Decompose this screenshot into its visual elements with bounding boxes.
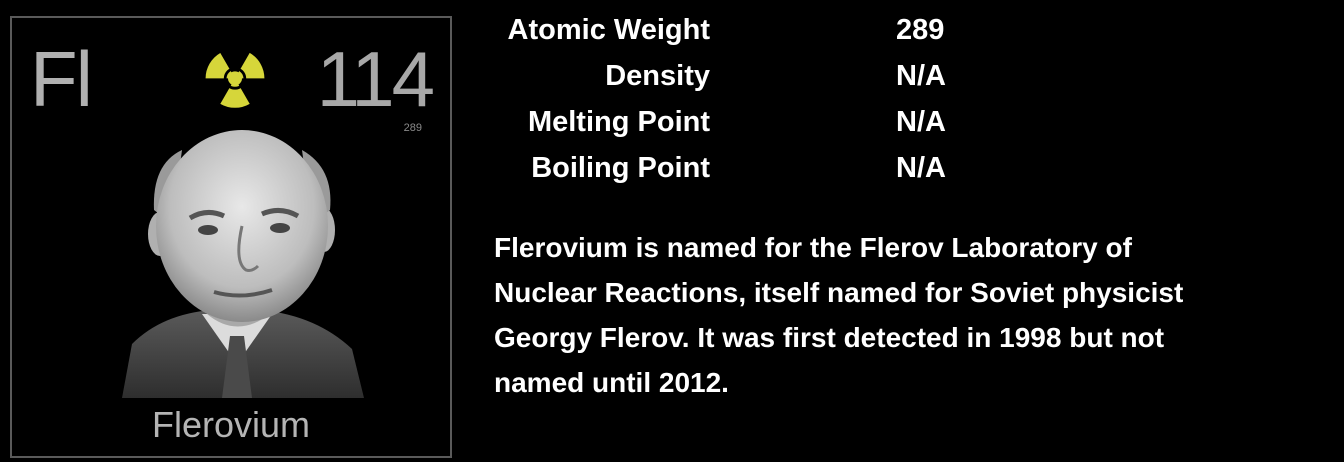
property-value: N/A: [896, 60, 946, 92]
property-value: N/A: [896, 152, 946, 184]
property-boiling-point: Boiling Point N/A: [480, 152, 1000, 198]
radiation-icon: [205, 52, 265, 108]
property-label: Density: [605, 60, 710, 92]
tile-atomic-weight: 289: [403, 122, 422, 134]
element-tile: Fl 114 289: [10, 16, 452, 458]
element-symbol: Fl: [30, 35, 93, 123]
element-description: Flerovium is named for the Flerov Labora…: [494, 232, 1184, 398]
portrait-image: [122, 130, 364, 398]
property-label: Atomic Weight: [507, 14, 710, 46]
atomic-number: 114: [316, 35, 435, 123]
property-label: Melting Point: [527, 106, 710, 138]
property-label: Boiling Point: [531, 152, 710, 184]
property-atomic-weight: Atomic Weight 289: [480, 14, 1000, 60]
properties-list: Atomic Weight 289 Density N/A Melting Po…: [480, 14, 1000, 198]
property-value: N/A: [896, 106, 946, 138]
property-melting-point: Melting Point N/A: [480, 106, 1000, 152]
element-name: Flerovium: [151, 404, 311, 445]
property-value: 289: [896, 14, 945, 46]
property-density: Density N/A: [480, 60, 1000, 106]
